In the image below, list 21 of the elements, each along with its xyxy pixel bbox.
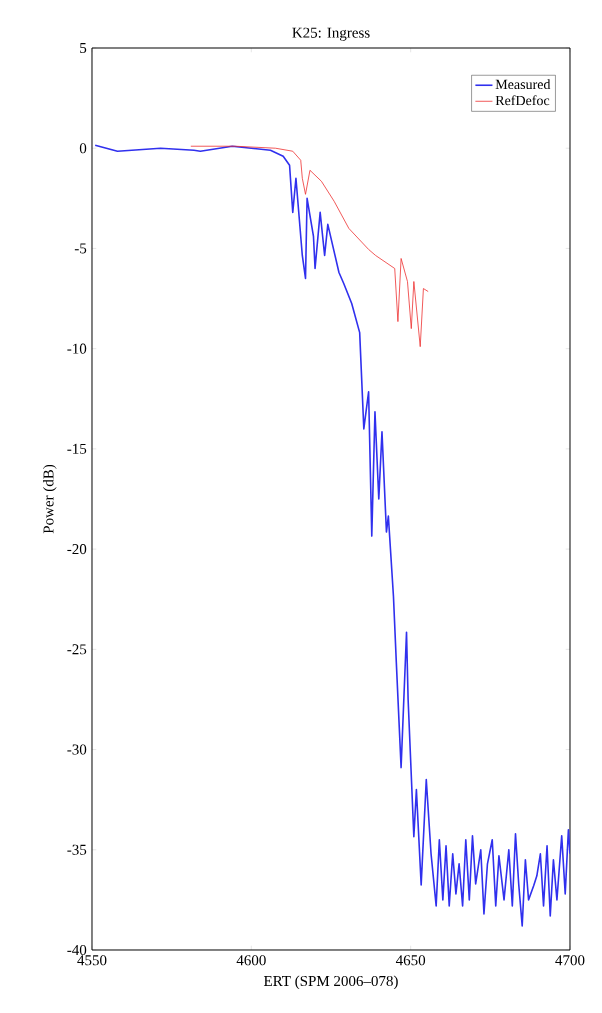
legend-label: Measured xyxy=(495,79,551,90)
x-tick-label: 4650 xyxy=(395,955,426,966)
x-tick-label: 4550 xyxy=(77,955,107,966)
chart-title: K25: Ingress xyxy=(292,27,370,41)
y-tick-label: 5 xyxy=(80,43,87,53)
y-tick-label: -15 xyxy=(67,443,87,454)
y-tick-label: 0 xyxy=(79,143,87,154)
x-tick-label: 4700 xyxy=(555,955,585,966)
x-tick-label: 4600 xyxy=(236,955,266,966)
legend-label: RefDefoc xyxy=(495,95,550,106)
y-tick-label: -5 xyxy=(74,243,87,254)
y-tick-label: -20 xyxy=(67,544,87,555)
x-axis-title: ERT (SPM 2006–078) xyxy=(263,975,398,990)
y-tick-label: -40 xyxy=(67,944,87,956)
y-tick-label: -25 xyxy=(67,644,87,655)
y-tick-label: -35 xyxy=(67,844,87,855)
y-tick-label: -30 xyxy=(67,744,87,755)
y-tick-label: -10 xyxy=(67,343,87,354)
y-axis-title: Power (dB) xyxy=(43,464,57,534)
line-series xyxy=(190,145,429,348)
line-series xyxy=(94,144,570,927)
